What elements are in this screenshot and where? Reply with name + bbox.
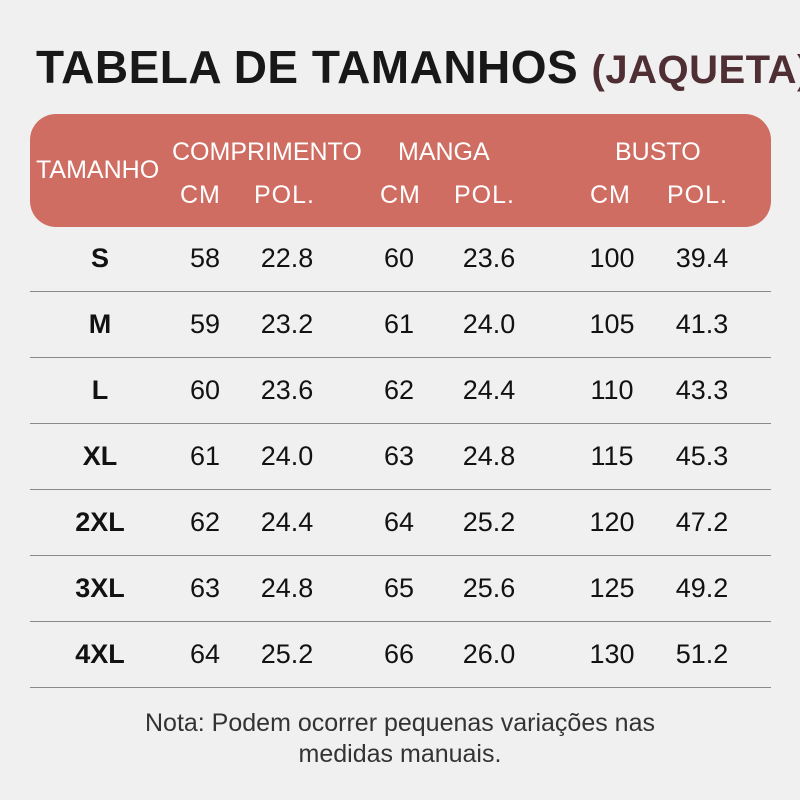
cell-comprimento-pol: 24.0 (260, 441, 314, 471)
header-unit-pol: POL. (667, 181, 728, 209)
cell-comprimento-cm: 62 (189, 507, 221, 537)
cell-manga-cm: 64 (383, 507, 415, 537)
size-cell: L (91, 375, 109, 405)
cell-manga-cm: 61 (383, 309, 415, 339)
header-group-manga: MANGA (398, 138, 490, 166)
header-unit-pol: POL. (254, 181, 315, 209)
size-cell: 3XL (75, 573, 125, 603)
cell-comprimento-cm: 64 (189, 639, 221, 669)
size-cell: XL (82, 441, 118, 471)
cell-manga-cm: 66 (383, 639, 415, 669)
cell-manga-pol: 24.4 (462, 375, 516, 405)
cell-busto-pol: 39.4 (675, 243, 729, 273)
title-subtitle: (JAQUETA) (591, 48, 800, 92)
header-unit-cm: CM (380, 181, 421, 209)
cell-busto-pol: 47.2 (675, 507, 729, 537)
table-row: 4XL 64 25.2 66 26.0 130 51.2 (30, 622, 771, 688)
size-cell: 4XL (75, 639, 125, 669)
cell-comprimento-pol: 25.2 (260, 639, 314, 669)
cell-busto-cm: 100 (589, 243, 635, 273)
header-unit-cm: CM (180, 181, 221, 209)
cell-comprimento-pol: 22.8 (260, 243, 314, 273)
header-size-label: TAMANHO (36, 156, 160, 184)
table-row: XL 61 24.0 63 24.8 115 45.3 (30, 424, 771, 490)
table-row: S 58 22.8 60 23.6 100 39.4 (30, 226, 771, 292)
cell-busto-cm: 125 (589, 573, 635, 603)
header-unit-pol: POL. (454, 181, 515, 209)
note-line: Nota: Podem ocorrer pequenas variações n… (144, 709, 655, 737)
note-line: medidas manuais. (298, 740, 502, 768)
cell-manga-pol: 26.0 (462, 639, 516, 669)
cell-busto-pol: 51.2 (675, 639, 729, 669)
table-row: 3XL 63 24.8 65 25.6 125 49.2 (30, 556, 771, 622)
cell-busto-cm: 130 (589, 639, 635, 669)
size-cell: M (88, 309, 112, 339)
cell-comprimento-pol: 23.2 (260, 309, 314, 339)
size-table-body: S 58 22.8 60 23.6 100 39.4 M 59 23.2 61 24.0 105 41.3… (30, 226, 771, 688)
cell-manga-cm: 65 (383, 573, 415, 603)
cell-comprimento-pol: 24.8 (260, 573, 314, 603)
cell-comprimento-cm: 61 (189, 441, 221, 471)
header-group-busto: BUSTO (615, 138, 701, 166)
cell-comprimento-cm: 59 (189, 309, 221, 339)
page-title: TABELA DE TAMANHOS (JAQUETA) (36, 40, 800, 94)
title-main: TABELA DE TAMANHOS (36, 41, 579, 93)
cell-busto-cm: 120 (589, 507, 635, 537)
table-header: TAMANHO COMPRIMENTO MANGA BUSTO CM POL. … (30, 114, 771, 227)
cell-comprimento-pol: 24.4 (260, 507, 314, 537)
cell-manga-cm: 62 (383, 375, 415, 405)
cell-manga-pol: 23.6 (462, 243, 516, 273)
table-row: 2XL 62 24.4 64 25.2 120 47.2 (30, 490, 771, 556)
table-row: L 60 23.6 62 24.4 110 43.3 (30, 358, 771, 424)
cell-busto-pol: 43.3 (675, 375, 729, 405)
cell-manga-cm: 60 (383, 243, 415, 273)
cell-comprimento-pol: 23.6 (260, 375, 314, 405)
cell-busto-pol: 41.3 (675, 309, 729, 339)
cell-busto-cm: 115 (590, 441, 634, 471)
cell-manga-pol: 25.2 (462, 507, 516, 537)
cell-comprimento-cm: 60 (189, 375, 221, 405)
cell-manga-cm: 63 (383, 441, 415, 471)
cell-manga-pol: 24.0 (462, 309, 516, 339)
measurement-note: Nota: Podem ocorrer pequenas variações n… (0, 708, 800, 770)
header-group-comprimento: COMPRIMENTO (172, 138, 362, 166)
size-cell: 2XL (75, 507, 125, 537)
size-cell: S (90, 243, 109, 273)
cell-busto-cm: 110 (590, 375, 634, 405)
cell-comprimento-cm: 58 (189, 243, 221, 273)
cell-comprimento-cm: 63 (189, 573, 221, 603)
cell-manga-pol: 24.8 (462, 441, 516, 471)
table-row: M 59 23.2 61 24.0 105 41.3 (30, 292, 771, 358)
cell-manga-pol: 25.6 (462, 573, 516, 603)
cell-busto-cm: 105 (589, 309, 635, 339)
cell-busto-pol: 49.2 (675, 573, 729, 603)
header-unit-cm: CM (590, 181, 631, 209)
cell-busto-pol: 45.3 (675, 441, 729, 471)
